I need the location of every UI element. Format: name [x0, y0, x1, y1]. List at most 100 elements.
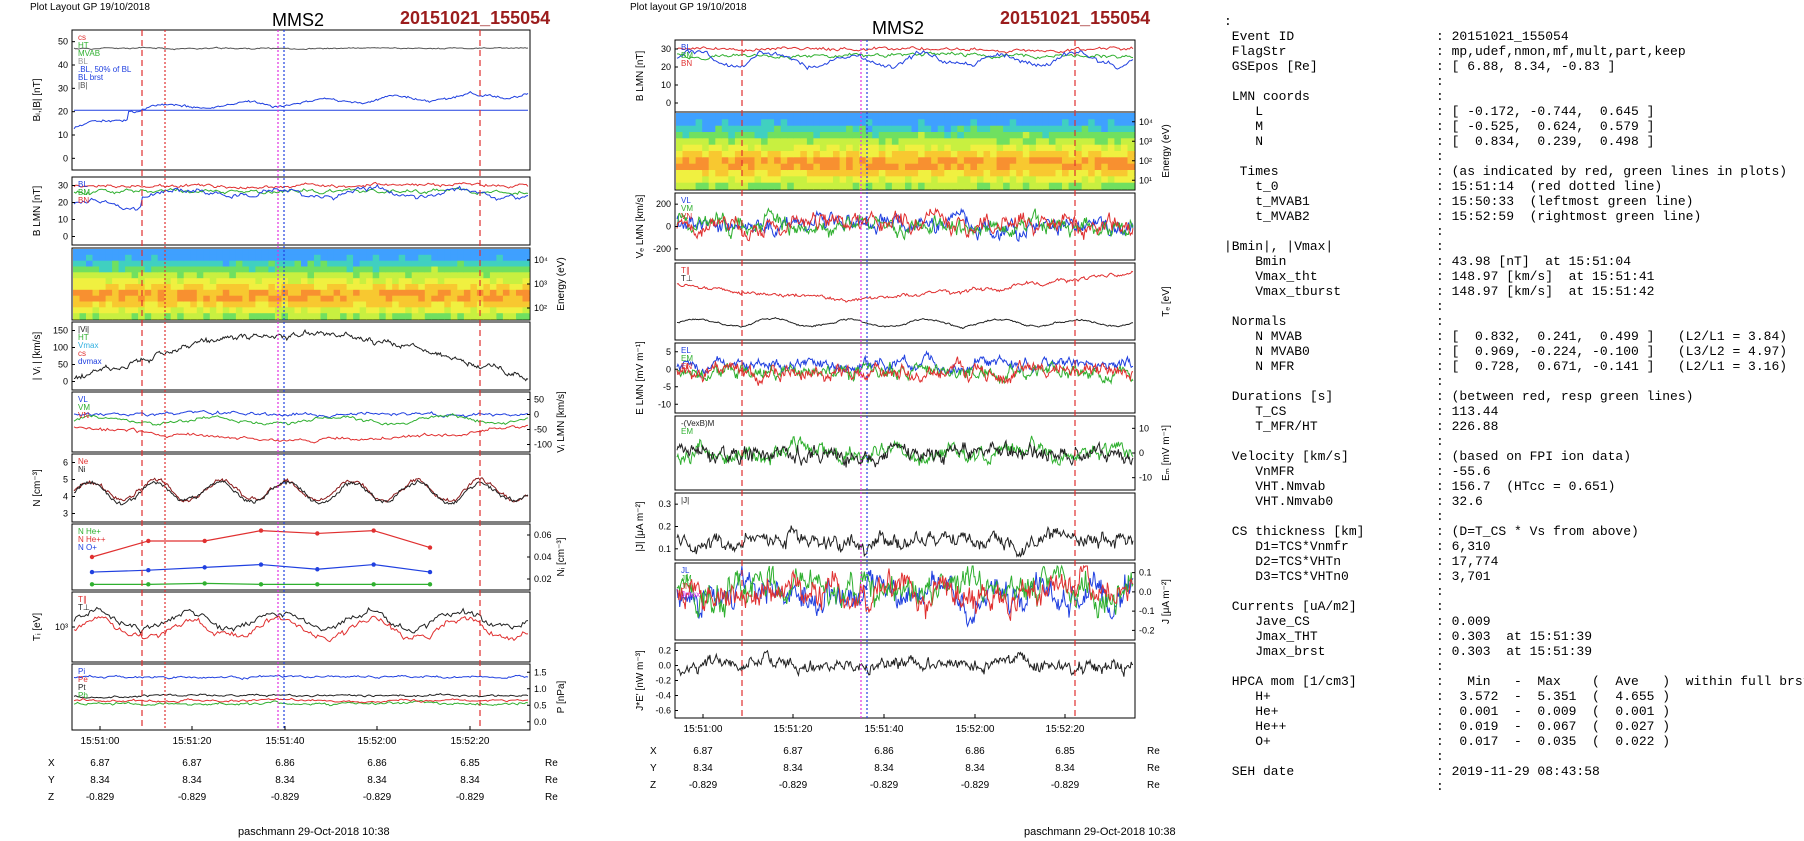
- spectrogram-cell: [774, 113, 782, 120]
- spectrogram-cell: [470, 260, 478, 268]
- info-row: N: [ 0.834, 0.239, 0.498 ]: [1224, 134, 1804, 149]
- spectrogram-cell: [695, 125, 703, 133]
- info-key: [1224, 584, 1436, 599]
- spectrogram-cell: [1088, 163, 1096, 171]
- spectrogram-cell: [131, 272, 139, 279]
- spectrogram-cell: [1088, 182, 1096, 190]
- spectrogram-cell: [885, 138, 893, 146]
- tick-label: 10⁴: [534, 255, 548, 265]
- spectrogram-cell: [839, 138, 847, 146]
- spectrogram-cell: [826, 132, 834, 139]
- spectrogram-cell: [1003, 132, 1011, 139]
- info-key: H+: [1224, 689, 1271, 704]
- spectrogram-cell: [157, 301, 165, 308]
- spectrogram-cell: [502, 278, 510, 285]
- spectrogram-cell: [516, 295, 524, 303]
- spectrogram-cell: [689, 132, 697, 139]
- spectrogram-cell: [405, 289, 413, 297]
- info-key: Vmax_tht: [1224, 269, 1318, 284]
- spectrogram-cell: [340, 284, 348, 291]
- spectrogram-cell: [774, 144, 782, 152]
- spectrogram-cell: [793, 125, 801, 133]
- spectrogram-cell: [294, 278, 302, 285]
- spectrogram-cell: [261, 249, 269, 256]
- spectrogram-cell: [878, 151, 886, 158]
- spectrogram-cell: [1075, 176, 1083, 184]
- info-row: N MVAB: [ 0.832, 0.241, 0.499 ] (L2/L1 =…: [1224, 329, 1804, 344]
- spectrogram-cell: [261, 278, 269, 285]
- spectrogram-cell: [1022, 176, 1030, 184]
- spectrogram-cell: [125, 254, 133, 262]
- spectrogram-cell: [1127, 144, 1135, 152]
- spectrogram-cell: [800, 157, 808, 165]
- tick-label: -50: [534, 425, 547, 435]
- spectrogram-cell: [392, 307, 400, 314]
- spectrogram-cell: [99, 295, 107, 303]
- spectrogram-cell: [813, 170, 821, 177]
- spectrogram-cell: [996, 157, 1004, 165]
- spectrogram-cell: [1035, 176, 1043, 184]
- spectrogram-cell: [1120, 113, 1128, 120]
- info-row: CS thickness [km]: (D=T_CS * Vs from abo…: [1224, 524, 1804, 539]
- spectrogram-cell: [99, 289, 107, 297]
- spectrogram-cell: [288, 284, 296, 291]
- spectrogram-cell: [865, 182, 873, 190]
- spectrogram-cell: [944, 170, 952, 177]
- spectrogram-cell: [872, 119, 880, 127]
- spectrogram-cell: [268, 301, 276, 308]
- info-key: [1224, 779, 1436, 794]
- spectrogram-cell: [209, 272, 217, 279]
- series-line: [676, 525, 1134, 558]
- spectrogram-cell: [99, 307, 107, 314]
- position-value: 6.87: [90, 758, 110, 769]
- spectrogram-cell: [333, 278, 341, 285]
- spectrogram-cell: [229, 313, 237, 320]
- spectrogram-cell: [229, 289, 237, 297]
- spectrogram-cell: [898, 163, 906, 171]
- tick-label: 30: [58, 181, 68, 191]
- axis-label: |J| [μA m⁻²]: [635, 501, 646, 551]
- spectrogram-cell: [92, 284, 100, 291]
- spectrogram-cell: [131, 254, 139, 262]
- spectrogram-cell: [203, 307, 211, 314]
- spectrogram-cell: [872, 151, 880, 158]
- spectrogram-cell: [1016, 157, 1024, 165]
- spectrogram-cell: [502, 307, 510, 314]
- spectrogram-cell: [898, 119, 906, 127]
- axis-label: P [nPa]: [556, 680, 567, 713]
- spectrogram-cell: [242, 284, 250, 291]
- spectrogram-cell: [1075, 157, 1083, 165]
- spectrogram-cell: [385, 260, 393, 268]
- tick-label: 1.5: [534, 667, 547, 677]
- spectrogram-cell: [86, 289, 94, 297]
- spectrogram-cell: [676, 113, 684, 120]
- spectrogram-cell: [327, 289, 335, 297]
- spectrogram-cell: [463, 313, 471, 320]
- spectrogram-cell: [1120, 138, 1128, 146]
- spectrogram-cell: [924, 182, 932, 190]
- legend-entry: |Vi|: [78, 325, 89, 334]
- info-value: : [ 6.88, 8.34, -0.83 ]: [1436, 59, 1616, 74]
- spectrogram-cell: [1127, 157, 1135, 165]
- spectrogram-cell: [268, 249, 276, 256]
- spectrogram-cell: [268, 266, 276, 273]
- spectrogram-cell: [1042, 138, 1050, 146]
- tick-label: -5: [663, 382, 671, 392]
- spectrogram-cell: [806, 157, 814, 165]
- spectrogram-cell: [405, 254, 413, 262]
- spectrogram-cell: [689, 113, 697, 120]
- spectrogram-cell: [301, 254, 309, 262]
- spectrogram-cell: [288, 266, 296, 273]
- spectrogram-cell: [1016, 132, 1024, 139]
- spectrogram-cell: [1035, 125, 1043, 133]
- info-key: [1224, 749, 1436, 764]
- spectrogram-cell: [1016, 138, 1024, 146]
- spectrogram-cell: [385, 254, 393, 262]
- spectrogram-cell: [1022, 125, 1030, 133]
- tick-label: 10⁴: [1139, 117, 1153, 127]
- spectrogram-cell: [1062, 132, 1070, 139]
- legend-entry: JN: [681, 582, 691, 591]
- spectrogram-cell: [502, 289, 510, 297]
- spectrogram-cell: [118, 289, 126, 297]
- spectrogram-cell: [463, 249, 471, 256]
